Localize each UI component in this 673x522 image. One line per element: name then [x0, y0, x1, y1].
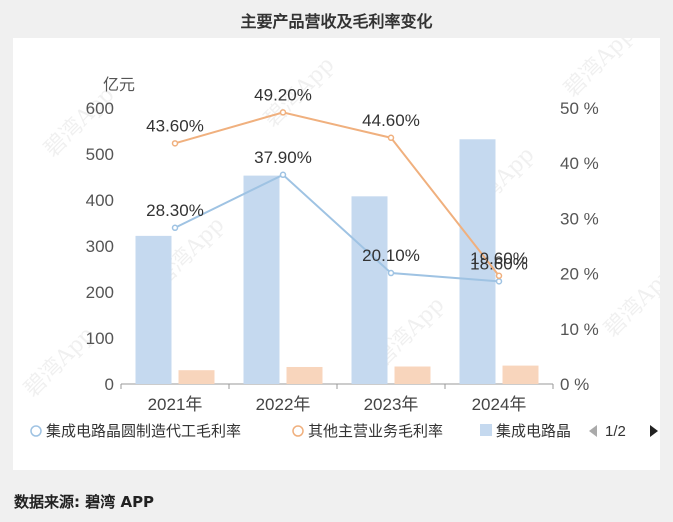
data-label-other-margin: 49.20% [254, 85, 312, 104]
point-ic-margin [387, 269, 395, 277]
bar-ic-revenue [243, 175, 280, 384]
x-tick-label: 2021年 [148, 395, 203, 414]
bar-ic-revenue [459, 139, 496, 384]
left-tick-label: 500 [86, 145, 114, 164]
point-ic-margin [495, 278, 503, 285]
right-tick-label: 10 % [560, 320, 599, 339]
legend-label-ic-margin: 集成电路晶圆制造代工毛利率 [46, 423, 241, 440]
chart-svg: 碧湾App碧湾App碧湾App碧湾App碧湾App碧湾App碧湾App碧湾App… [20, 38, 660, 440]
watermark-text: 碧湾App [560, 38, 640, 102]
source-label: 数据来源: [14, 493, 80, 511]
point-ic-margin [171, 224, 179, 232]
bar-other-revenue [394, 366, 431, 384]
line-ic-margin [174, 173, 500, 283]
bar-other-revenue [286, 366, 323, 384]
right-tick-label: 0 % [560, 375, 589, 394]
watermark-text: 碧湾App [600, 262, 660, 342]
x-tick-label: 2024年 [472, 395, 527, 414]
x-tick-label: 2022年 [256, 395, 311, 414]
legend-label-ic-revenue: 集成电路晶 [496, 423, 571, 440]
left-tick-label: 100 [86, 329, 114, 348]
bar-ic-revenue [135, 235, 172, 384]
legend-page-indicator: 1/2 [605, 423, 626, 440]
chart-title: 主要产品营收及毛利率变化 [240, 12, 433, 31]
legend-label-other-margin: 其他主营业务毛利率 [308, 423, 443, 440]
data-label-ic-margin: 37.90% [254, 148, 312, 167]
data-label-other-margin: 19.60% [470, 249, 528, 268]
left-axis-unit: 亿元 [103, 76, 135, 94]
point-other-margin [279, 109, 287, 116]
source-value: 碧湾 APP [85, 493, 155, 511]
legend-marker-other-margin [292, 425, 304, 437]
data-label-other-margin: 43.60% [146, 116, 204, 135]
x-tick-label: 2023年 [364, 395, 419, 414]
data-source: 数据来源: 碧湾 APP [14, 491, 154, 512]
right-tick-label: 50 % [560, 99, 599, 118]
data-label-ic-margin: 18.60% [470, 254, 528, 273]
left-tick-label: 200 [86, 283, 114, 302]
point-other-margin [387, 134, 395, 142]
left-tick-label: 300 [86, 237, 114, 256]
legend-marker-ic-margin [30, 425, 42, 437]
left-tick-label: 600 [86, 99, 114, 118]
left-tick-label: 400 [86, 191, 114, 210]
point-other-margin [495, 272, 503, 280]
bar-other-revenue [502, 365, 539, 384]
legend-prev-icon[interactable] [589, 425, 597, 437]
data-label-ic-margin: 28.30% [146, 201, 204, 220]
bar-ic-revenue [351, 196, 388, 384]
right-tick-label: 30 % [560, 209, 599, 228]
bar-other-revenue [178, 370, 215, 384]
line-other-margin [174, 111, 500, 277]
right-tick-label: 40 % [560, 154, 599, 173]
legend-next-icon[interactable] [650, 425, 658, 437]
chart-panel: 碧湾App 碧湾App 碧湾App 碧湾App 碧湾App 碧湾App 碧湾App 碧湾App… [13, 38, 660, 470]
left-tick-label: 0 [105, 375, 114, 394]
data-label-other-margin: 44.60% [362, 111, 420, 130]
point-other-margin [171, 140, 179, 147]
data-label-ic-margin: 20.10% [362, 246, 420, 265]
legend-marker-ic-revenue [480, 424, 492, 436]
right-tick-label: 20 % [560, 265, 599, 284]
point-ic-margin [279, 171, 287, 179]
